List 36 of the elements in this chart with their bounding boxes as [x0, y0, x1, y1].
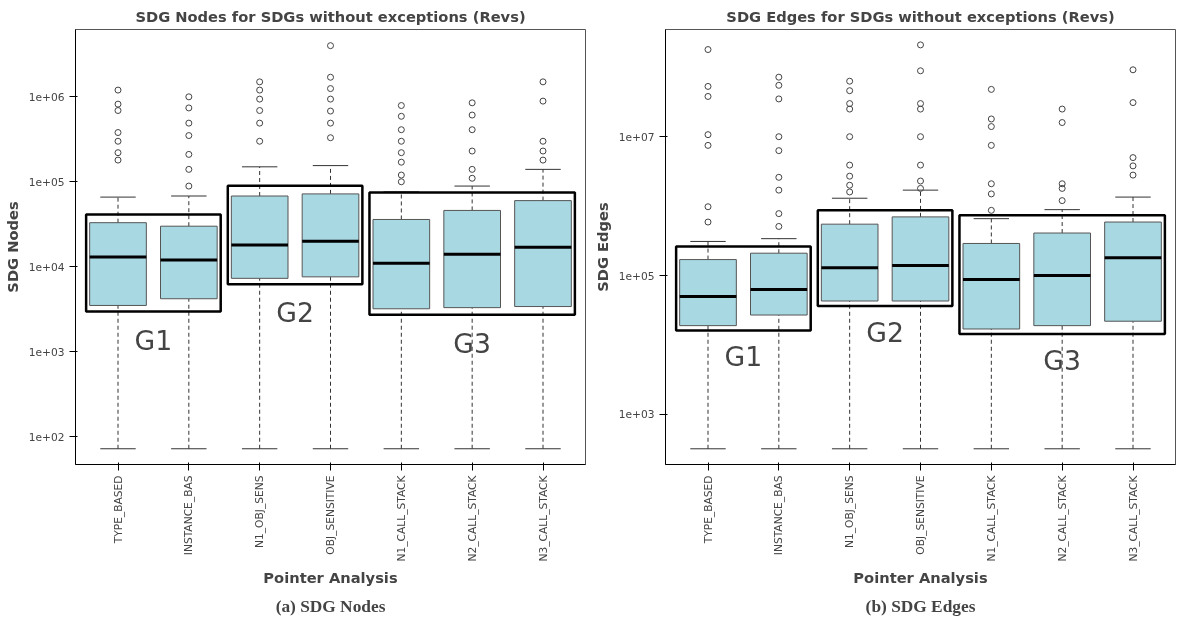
- x-tick-label: N1_OBJ_SENS: [843, 475, 857, 548]
- chart-title: SDG Nodes for SDGs without exceptions (Revs): [135, 7, 526, 25]
- x-axis-title: Pointer Analysis: [263, 569, 398, 587]
- annotation: G1: [724, 341, 763, 373]
- y-tick-label: 1e+04: [28, 260, 65, 274]
- x-tick-label: N3_CALL_STACK: [1126, 474, 1140, 562]
- y-tick-label: 1e+07: [618, 130, 655, 144]
- x-axis-title: Pointer Analysis: [853, 569, 988, 587]
- y-tick-label: 1e+05: [28, 175, 65, 189]
- annotation: G2: [866, 316, 904, 348]
- x-tick-label: TYPE_BASED: [701, 475, 715, 545]
- y-tick-label: 1e+02: [28, 430, 65, 444]
- x-tick-label: N3_CALL_STACK: [536, 474, 550, 562]
- x-tick-label: N1_CALL_STACK: [394, 474, 408, 562]
- x-tick-label: OBJ_SENSITIVE: [324, 475, 337, 555]
- x-tick-label: TYPE_BASED: [111, 475, 125, 545]
- annotation: G3: [1043, 344, 1081, 376]
- text: (b) SDG Edges: [865, 596, 976, 616]
- y-axis-title: SDG Nodes: [3, 201, 21, 293]
- y-tick-label: 1e+03: [618, 408, 655, 422]
- y-tick-label: 1e+03: [28, 345, 65, 359]
- annotation: G1: [134, 324, 173, 356]
- annotation: G3: [453, 327, 491, 359]
- chart-title: SDG Edges for SDGs without exceptions (Revs): [726, 7, 1115, 25]
- y-tick-label: 1e+06: [28, 90, 65, 104]
- x-tick-label: INSTANCE_BAS: [182, 475, 196, 556]
- x-tick-label: N1_CALL_STACK: [984, 474, 998, 562]
- text: (a) SDG Nodes: [275, 596, 386, 616]
- y-axis-title: SDG Edges: [593, 201, 611, 292]
- x-tick-label: INSTANCE_BAS: [772, 475, 786, 556]
- annotation: G2: [276, 297, 314, 329]
- y-tick-label: 1e+05: [618, 269, 655, 283]
- x-tick-label: OBJ_SENSITIVE: [914, 475, 927, 555]
- x-tick-label: N2_CALL_STACK: [465, 474, 479, 562]
- x-tick-label: N2_CALL_STACK: [1055, 474, 1069, 562]
- x-tick-label: N1_OBJ_SENS: [253, 475, 267, 548]
